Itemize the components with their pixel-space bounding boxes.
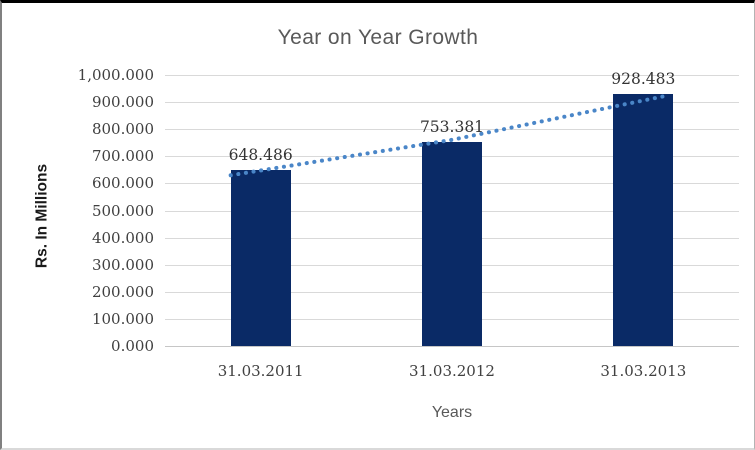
y-tick-label: 300.000 (91, 256, 154, 274)
bar-31.03.2011 (230, 170, 291, 346)
y-tick-label: 0.000 (111, 337, 154, 355)
bar-31.03.2012 (422, 141, 482, 346)
y-tick-label: 1,000.000 (77, 66, 154, 84)
y-tick-label: 800.000 (91, 120, 154, 138)
y-tick-label: 100.000 (91, 310, 154, 328)
bar-31.03.2013 (613, 94, 674, 346)
x-tick-label: 31.03.2011 (217, 362, 304, 380)
data-label: 928.483 (611, 70, 676, 89)
chart-title: Year on Year Growth (277, 26, 479, 49)
x-axis-line (165, 346, 739, 347)
gridline (165, 75, 739, 76)
x-tick-label: 31.03.2013 (600, 362, 687, 380)
y-tick-label: 400.000 (91, 229, 154, 247)
x-tick-label: 31.03.2012 (409, 362, 495, 380)
y-tick-label: 900.000 (91, 93, 154, 111)
y-tick-label: 600.000 (91, 174, 154, 192)
data-label: 753.381 (419, 117, 485, 136)
y-tick-label: 700.000 (91, 147, 154, 165)
y-tick-label: 200.000 (91, 283, 154, 301)
x-axis-title: Years (431, 404, 473, 421)
y-tick-label: 500.000 (91, 202, 154, 220)
data-label: 648.486 (228, 146, 293, 165)
